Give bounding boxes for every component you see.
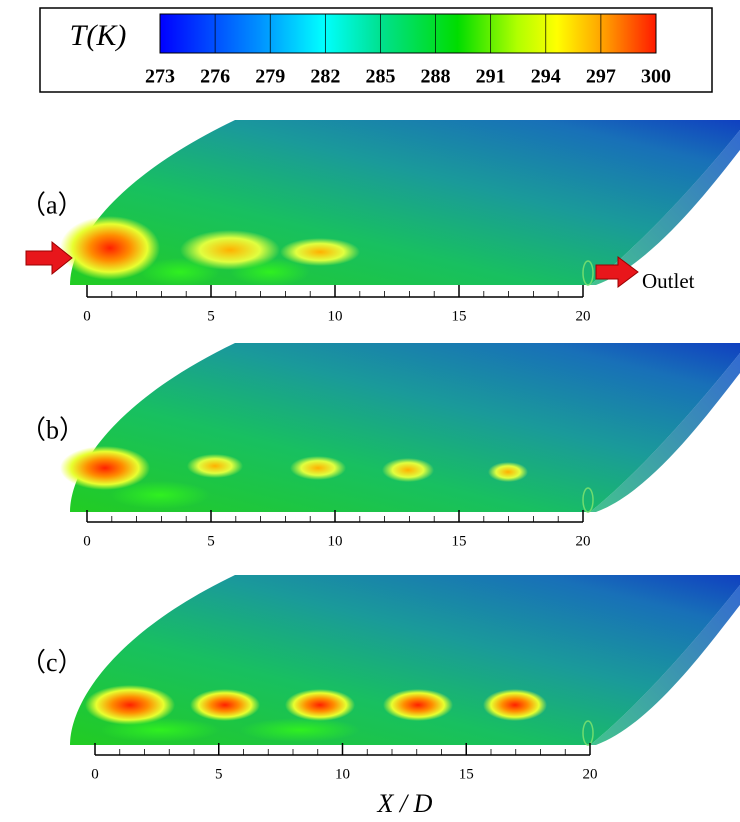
temperature-spot <box>187 454 243 478</box>
axis-tick-label: 15 <box>452 308 467 324</box>
outlet-label: Outlet <box>642 269 695 293</box>
contour-panel: （a） 0 5 10 15 20 <box>20 120 740 324</box>
temperature-spot <box>383 689 453 721</box>
contour-panel: （c） 0 5 10 15 20 <box>20 575 740 782</box>
temperature-spot <box>140 258 220 286</box>
contour-panel: （b） 0 5 10 15 20 <box>20 343 740 549</box>
colorbar-tick-label: 282 <box>310 66 340 88</box>
axis-tick-label: 15 <box>459 766 474 782</box>
temperature-spot <box>190 689 260 721</box>
axis-tick-label: 20 <box>583 766 598 782</box>
colorbar-label: T(K) <box>70 19 127 52</box>
axis-tick-label: 10 <box>328 533 343 549</box>
temperature-spot <box>110 481 210 509</box>
colorbar-tick-label: 279 <box>255 66 285 88</box>
temperature-spot <box>100 718 220 742</box>
outlet-face <box>582 260 594 286</box>
panel-label: （b） <box>20 416 85 445</box>
colorbar-tick-label: 285 <box>365 66 395 88</box>
temperature-spot <box>85 685 175 725</box>
colorbar-tick-label: 300 <box>641 66 671 88</box>
temperature-spot <box>240 718 360 742</box>
axis-tick-label: 20 <box>576 533 591 549</box>
axis-tick-label: 5 <box>215 766 223 782</box>
temperature-spot <box>60 446 150 490</box>
colorbar-tick-label: 297 <box>586 66 616 88</box>
legend-box <box>39 7 713 93</box>
axis-tick-label: 5 <box>207 533 215 549</box>
panel-label: （c） <box>20 648 84 677</box>
axis-tick-label: 10 <box>328 308 343 324</box>
temperature-spot <box>382 458 434 482</box>
outlet-face <box>582 720 594 746</box>
colorbar-tick-label: 288 <box>421 66 451 88</box>
axis-tick-label: 10 <box>335 766 350 782</box>
temperature-spot <box>290 456 346 480</box>
temperature-spot <box>60 216 160 280</box>
inlet-arrow <box>25 240 73 276</box>
temperature-spot <box>488 462 528 482</box>
outlet-face <box>582 487 594 513</box>
axis-tick-label: 0 <box>83 308 91 324</box>
axis-tick-label: 20 <box>576 308 591 324</box>
axis-tick-label: 15 <box>452 533 467 549</box>
colorbar-tick-label: 294 <box>531 66 561 88</box>
axis-tick-label: 0 <box>83 533 91 549</box>
x-axis-label: X / D <box>377 789 433 818</box>
panel-label: （a） <box>20 190 84 219</box>
temperature-spot <box>285 689 355 721</box>
axis-tick-label: 0 <box>91 766 99 782</box>
axis-tick-label: 5 <box>207 308 215 324</box>
colorbar <box>159 13 657 54</box>
temperature-spot <box>483 689 547 721</box>
colorbar-tick-label: 291 <box>476 66 506 88</box>
temperature-spot <box>230 258 310 286</box>
colorbar-tick-label: 276 <box>200 66 230 88</box>
temperature-spot <box>280 238 360 266</box>
outlet-arrow <box>595 256 639 288</box>
colorbar-tick-label: 273 <box>145 66 175 88</box>
